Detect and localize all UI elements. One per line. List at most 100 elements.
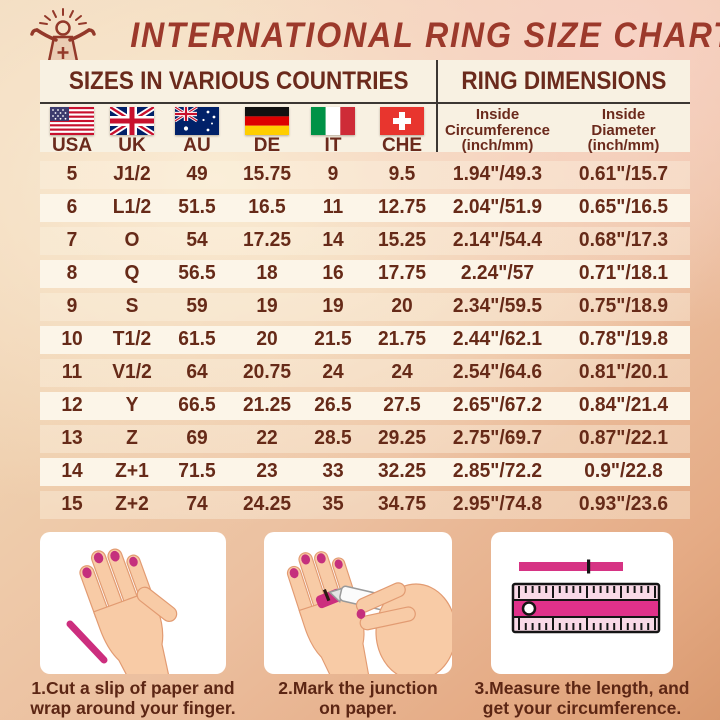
table-row: 6 L1/2 51.5 16.5 11 12.75 2.04"/51.9 0.6… <box>40 191 690 224</box>
table-row: 12 Y 66.5 21.25 26.5 27.5 2.65"/67.2 0.8… <box>40 389 690 422</box>
step2-caption-line1: 2.Mark the junction <box>278 678 438 698</box>
flag-label-uk: UK <box>118 135 146 156</box>
cell-it-size: 33 <box>322 460 344 482</box>
cell-usa-size: 13 <box>61 427 83 449</box>
cell-au-size: 69 <box>186 427 208 449</box>
cell-de-size: 16.5 <box>248 196 286 218</box>
cell-che-size: 17.75 <box>377 262 427 284</box>
cell-uk-size: Y <box>125 394 139 416</box>
flag-label-che: CHE <box>381 135 423 156</box>
step2-caption: 2.Mark the junction on paper. <box>248 678 468 718</box>
cell-au-size: 64 <box>186 361 208 383</box>
flag-label-it: IT <box>324 135 342 156</box>
header-divider-horizontal <box>40 102 690 104</box>
column-header-che: CHE <box>366 104 438 157</box>
column-header-uk: UK <box>104 104 160 157</box>
cell-de-size: 18 <box>256 262 278 284</box>
usa-flag-icon <box>50 107 94 135</box>
cell-uk-size: J1/2 <box>113 163 151 185</box>
cell-inside-circumference: 2.04"/51.9 <box>452 196 543 218</box>
table-row: 10 T1/2 61.5 20 21.5 21.75 2.44"/62.1 0.… <box>40 323 690 356</box>
cell-usa-size: 6 <box>66 196 78 218</box>
cell-de-size: 20.75 <box>242 361 292 383</box>
cell-it-size: 9 <box>327 163 339 185</box>
cell-au-size: 49 <box>186 163 208 185</box>
column-header-diameter: Inside Diameter (inch/mm) <box>557 104 690 157</box>
cell-usa-size: 5 <box>66 163 78 185</box>
cell-inside-diameter: 0.61"/15.7 <box>578 163 669 185</box>
cell-inside-diameter: 0.9"/22.8 <box>584 460 663 482</box>
cell-au-size: 66.5 <box>178 394 216 416</box>
cell-de-size: 19 <box>256 295 278 317</box>
cell-au-size: 59 <box>186 295 208 317</box>
table-row: 11 V1/2 64 20.75 24 24 2.54"/64.6 0.81"/… <box>40 356 690 389</box>
cell-de-size: 17.25 <box>242 229 292 251</box>
cell-uk-size: V1/2 <box>112 361 152 383</box>
cell-uk-size: Z <box>126 427 138 449</box>
cell-it-size: 14 <box>322 229 344 251</box>
table-header: SIZES IN VARIOUS COUNTRIES RING DIMENSIO… <box>40 60 690 156</box>
cell-inside-circumference: 2.95"/74.8 <box>452 493 543 515</box>
italy-flag-icon <box>311 107 355 135</box>
table-row: 14 Z+1 71.5 23 33 32.25 2.85"/72.2 0.9"/… <box>40 455 690 488</box>
cell-che-size: 21.75 <box>377 328 427 350</box>
step3-caption: 3.Measure the length, and get your circu… <box>472 678 692 718</box>
cell-usa-size: 15 <box>61 493 83 515</box>
table-row: 15 Z+2 74 24.25 35 34.75 2.95"/74.8 0.93… <box>40 488 690 521</box>
step3-caption-line1: 3.Measure the length, and <box>474 678 690 698</box>
cell-che-size: 20 <box>391 295 413 317</box>
cell-de-size: 22 <box>256 427 278 449</box>
cell-it-size: 24 <box>322 361 344 383</box>
header-divider-vertical <box>436 60 438 152</box>
cell-it-size: 35 <box>322 493 344 515</box>
step1-caption-line1: 1.Cut a slip of paper and <box>31 678 235 698</box>
page-title: INTERNATIONAL RING SIZE CHART <box>104 16 720 56</box>
diameter-header-line3: (inch/mm) <box>587 137 660 155</box>
cell-uk-size: L1/2 <box>112 196 152 218</box>
step3-illustration-panel <box>491 532 673 674</box>
step2-illustration-panel <box>264 532 452 674</box>
cell-uk-size: O <box>124 229 140 251</box>
cell-che-size: 32.25 <box>377 460 427 482</box>
step2-caption-line2: on paper. <box>319 697 397 718</box>
australia-flag-icon <box>175 107 219 135</box>
cell-it-size: 28.5 <box>314 427 352 449</box>
cell-de-size: 15.75 <box>242 163 292 185</box>
cell-inside-circumference: 2.54"/64.6 <box>452 361 543 383</box>
page-title-text: INTERNATIONAL RING SIZE CHART <box>130 16 720 55</box>
hand-marking-with-pen-icon <box>286 551 452 674</box>
cell-inside-circumference: 2.44"/62.1 <box>452 328 543 350</box>
cell-it-size: 16 <box>322 262 344 284</box>
step1-caption-line2: wrap around your finger. <box>30 697 236 718</box>
cell-che-size: 9.5 <box>388 163 416 185</box>
cell-che-size: 15.25 <box>377 229 427 251</box>
cell-inside-circumference: 2.85"/72.2 <box>452 460 543 482</box>
circumference-header-line3: (inch/mm) <box>461 137 534 155</box>
cell-che-size: 29.25 <box>377 427 427 449</box>
table-row: 9 S 59 19 19 20 2.34"/59.5 0.75"/18.9 <box>40 290 690 323</box>
cell-usa-size: 7 <box>66 229 78 251</box>
cell-it-size: 11 <box>322 196 344 218</box>
ruler-measuring-strip-icon <box>511 559 661 634</box>
cell-de-size: 24.25 <box>242 493 292 515</box>
step3-caption-line2: get your circumference. <box>482 697 682 718</box>
switzerland-flag-icon <box>380 107 424 135</box>
cell-inside-diameter: 0.93"/23.6 <box>578 493 669 515</box>
cell-inside-diameter: 0.87"/22.1 <box>578 427 669 449</box>
cell-au-size: 54 <box>186 229 208 251</box>
cell-inside-diameter: 0.65"/16.5 <box>578 196 669 218</box>
cell-it-size: 19 <box>322 295 344 317</box>
cell-it-size: 26.5 <box>314 394 352 416</box>
germany-flag-icon <box>245 107 289 135</box>
cell-it-size: 21.5 <box>314 328 352 350</box>
cell-inside-circumference: 2.34"/59.5 <box>452 295 543 317</box>
cell-de-size: 21.25 <box>242 394 292 416</box>
hand-with-paper-strip-icon <box>66 548 178 674</box>
cell-uk-size: S <box>125 295 139 317</box>
column-header-au: AU <box>160 104 234 157</box>
column-header-it: IT <box>300 104 366 157</box>
step1-illustration-panel <box>40 532 226 674</box>
section-title-dimensions: RING DIMENSIONS <box>437 60 690 102</box>
cell-usa-size: 14 <box>61 460 83 482</box>
size-table: 5 J1/2 49 15.75 9 9.5 1.94"/49.3 0.61"/1… <box>40 158 690 521</box>
